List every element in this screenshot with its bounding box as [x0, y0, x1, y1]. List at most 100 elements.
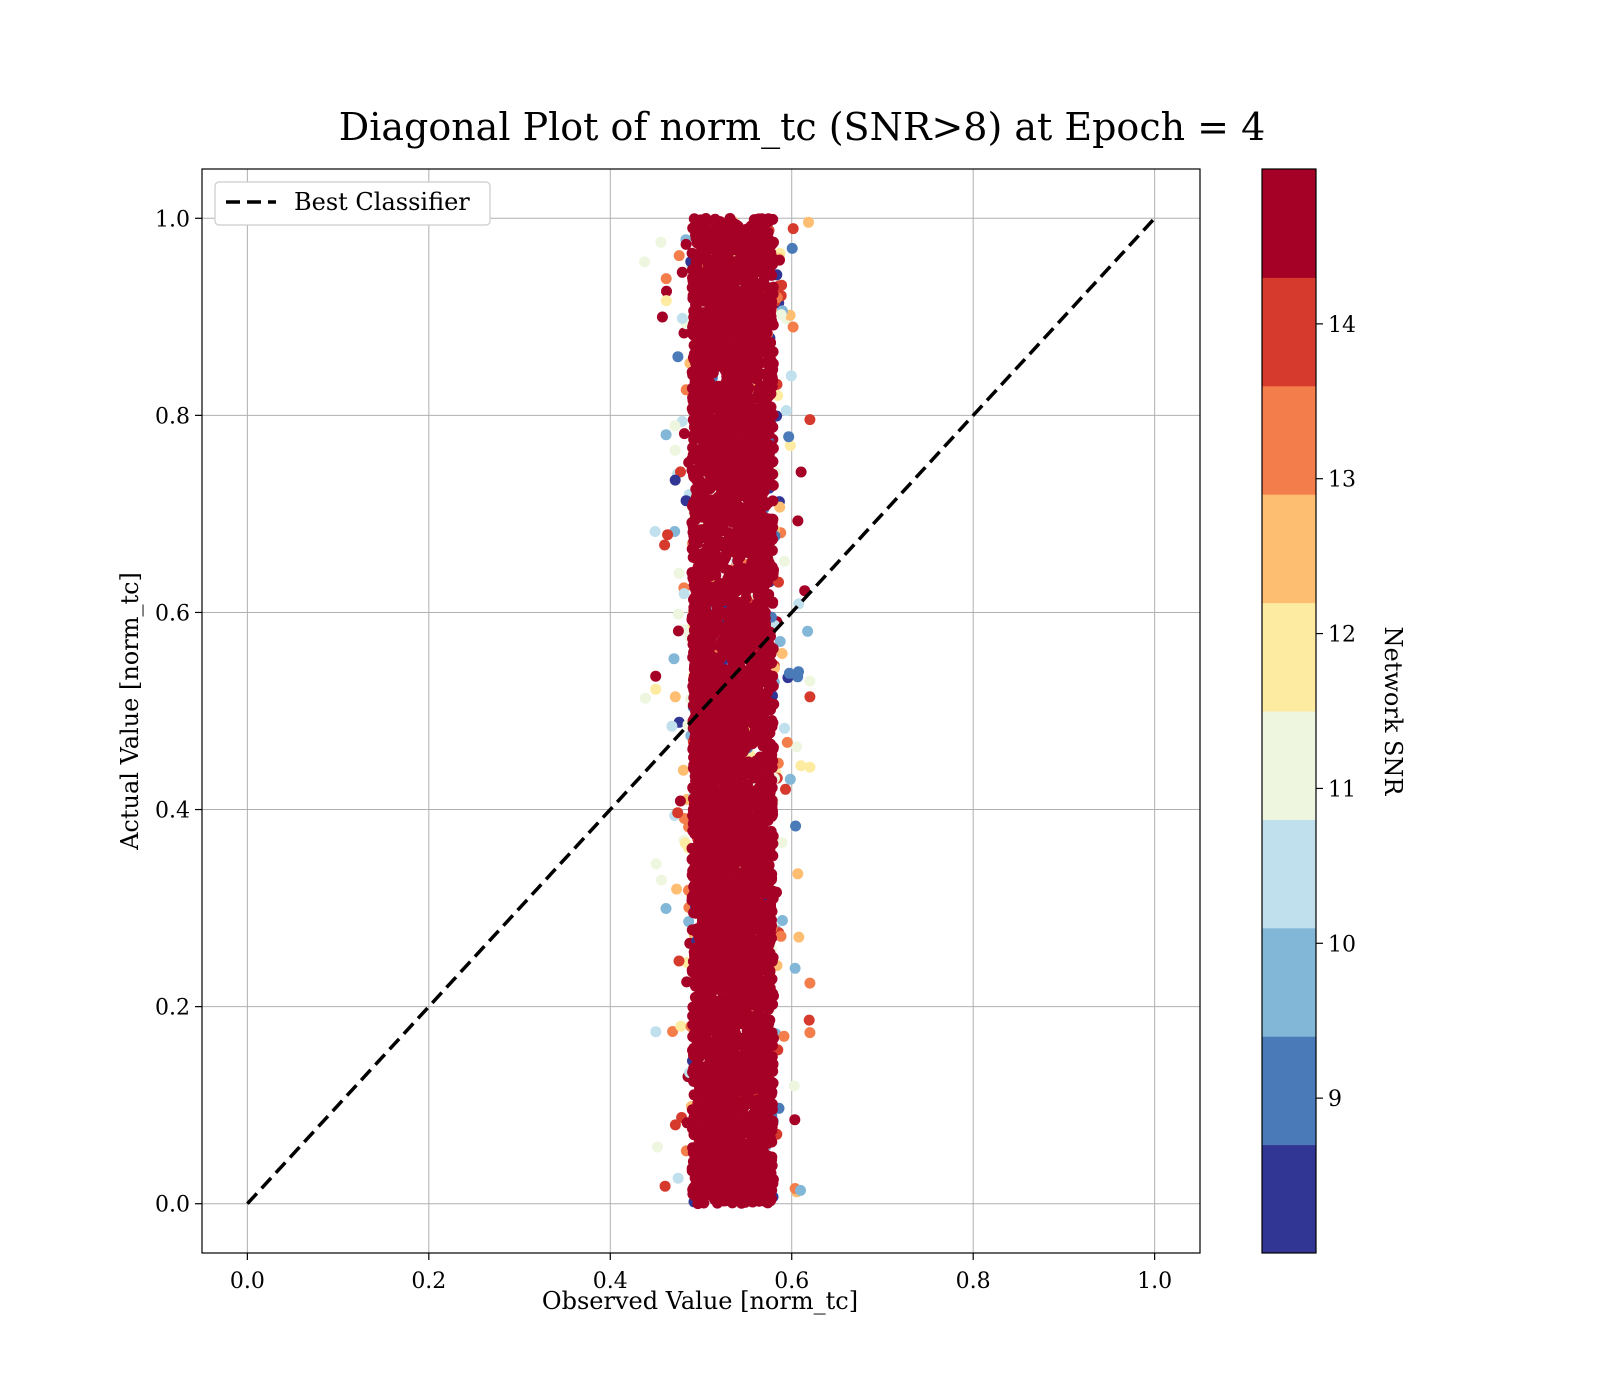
scatter-point: [707, 342, 719, 354]
scatter-point: [757, 602, 769, 614]
scatter-point: [690, 1123, 702, 1135]
scatter-point: [729, 865, 741, 877]
scatter-point: [715, 1191, 727, 1203]
scatter-point: [787, 223, 799, 235]
scatter-point: [698, 1150, 710, 1162]
scatter-point: [766, 1160, 778, 1172]
scatter-point: [675, 466, 686, 478]
scatter-point: [742, 547, 754, 558]
scatter-point: [709, 222, 721, 234]
scatter-point: [744, 1127, 756, 1139]
scatter-point: [731, 1009, 743, 1021]
scatter-point: [686, 382, 698, 394]
scatter-point: [673, 250, 685, 262]
scatter-point: [702, 812, 714, 824]
scatter-point: [722, 1058, 734, 1070]
scatter-point: [722, 369, 734, 381]
scatter-point: [734, 978, 746, 990]
scatter-point: [735, 903, 747, 915]
scatter-point: [780, 783, 791, 795]
scatter-points: [639, 213, 816, 1210]
scatter-point: [776, 279, 788, 291]
scatter-point: [757, 703, 769, 715]
scatter-point: [686, 966, 698, 978]
scatter-point: [724, 876, 736, 888]
scatter-point: [754, 342, 766, 354]
scatter-point: [688, 635, 700, 647]
scatter-point: [712, 860, 724, 872]
scatter-point: [676, 266, 688, 278]
scatter-point: [762, 1151, 774, 1163]
scatter-point: [690, 727, 701, 739]
scatter-point: [662, 529, 674, 541]
scatter-point: [716, 525, 728, 537]
scatter-point: [804, 1027, 816, 1039]
scatter-point: [724, 537, 736, 549]
scatter-point: [804, 691, 816, 703]
scatter-point: [768, 236, 779, 248]
scatter-point: [742, 756, 754, 768]
scatter-point: [752, 681, 764, 693]
scatter-point: [781, 736, 793, 748]
scatter-point: [719, 1012, 731, 1024]
scatter-point: [734, 527, 746, 539]
scatter-point: [668, 653, 680, 665]
scatter-point: [672, 1172, 684, 1184]
scatter-point: [739, 764, 751, 776]
scatter-point: [755, 1065, 767, 1077]
scatter-point: [758, 520, 770, 532]
scatter-point: [743, 381, 754, 393]
scatter-point: [691, 1059, 703, 1071]
scatter-point: [691, 264, 702, 276]
scatter-point: [732, 354, 744, 366]
scatter-point: [767, 596, 779, 608]
scatter-point: [697, 309, 709, 320]
scatter-point: [690, 1144, 702, 1156]
scatter-point: [734, 941, 746, 952]
scatter-point: [735, 1077, 747, 1089]
scatter-point: [789, 1114, 801, 1126]
scatter-point: [660, 429, 672, 441]
scatter-point: [792, 515, 804, 527]
scatter-point: [738, 842, 750, 854]
scatter-point: [752, 590, 764, 602]
scatter-point: [696, 871, 708, 883]
scatter-point: [691, 824, 703, 836]
scatter-point: [791, 741, 803, 753]
scatter-point: [795, 760, 807, 772]
scatter-point: [718, 1179, 730, 1191]
scatter-point: [741, 1185, 753, 1197]
scatter-point: [687, 570, 699, 582]
scatter-point: [737, 932, 749, 944]
scatter-point: [724, 213, 736, 225]
scatter-point: [758, 1018, 770, 1030]
scatter-point: [729, 686, 741, 698]
scatter-point: [702, 989, 714, 1000]
scatter-point: [765, 704, 776, 716]
scatter-point: [731, 399, 743, 411]
scatter-point: [675, 1020, 687, 1032]
scatter-point: [803, 216, 814, 228]
scatter-point: [756, 383, 767, 395]
scatter-point: [779, 722, 790, 734]
scatter-point: [672, 351, 684, 363]
scatter-point: [720, 273, 732, 284]
scatter-point: [698, 440, 710, 452]
scatter-point: [738, 334, 750, 346]
scatter-point: [669, 691, 681, 703]
scatter-point: [727, 516, 738, 528]
scatter-point: [710, 772, 722, 784]
scatter-point: [732, 221, 744, 233]
scatter-point: [735, 654, 747, 666]
scatter-point: [753, 427, 765, 439]
scatter-point: [713, 812, 724, 824]
scatter-point: [720, 607, 732, 619]
scatter-point: [687, 1010, 699, 1022]
scatter-point: [656, 874, 667, 886]
scatter-point: [697, 1192, 709, 1204]
scatter-point: [726, 829, 737, 841]
scatter-point: [738, 1114, 750, 1126]
scatter-point: [714, 1153, 726, 1165]
scatter-point: [759, 455, 771, 467]
scatter-point: [731, 714, 743, 726]
